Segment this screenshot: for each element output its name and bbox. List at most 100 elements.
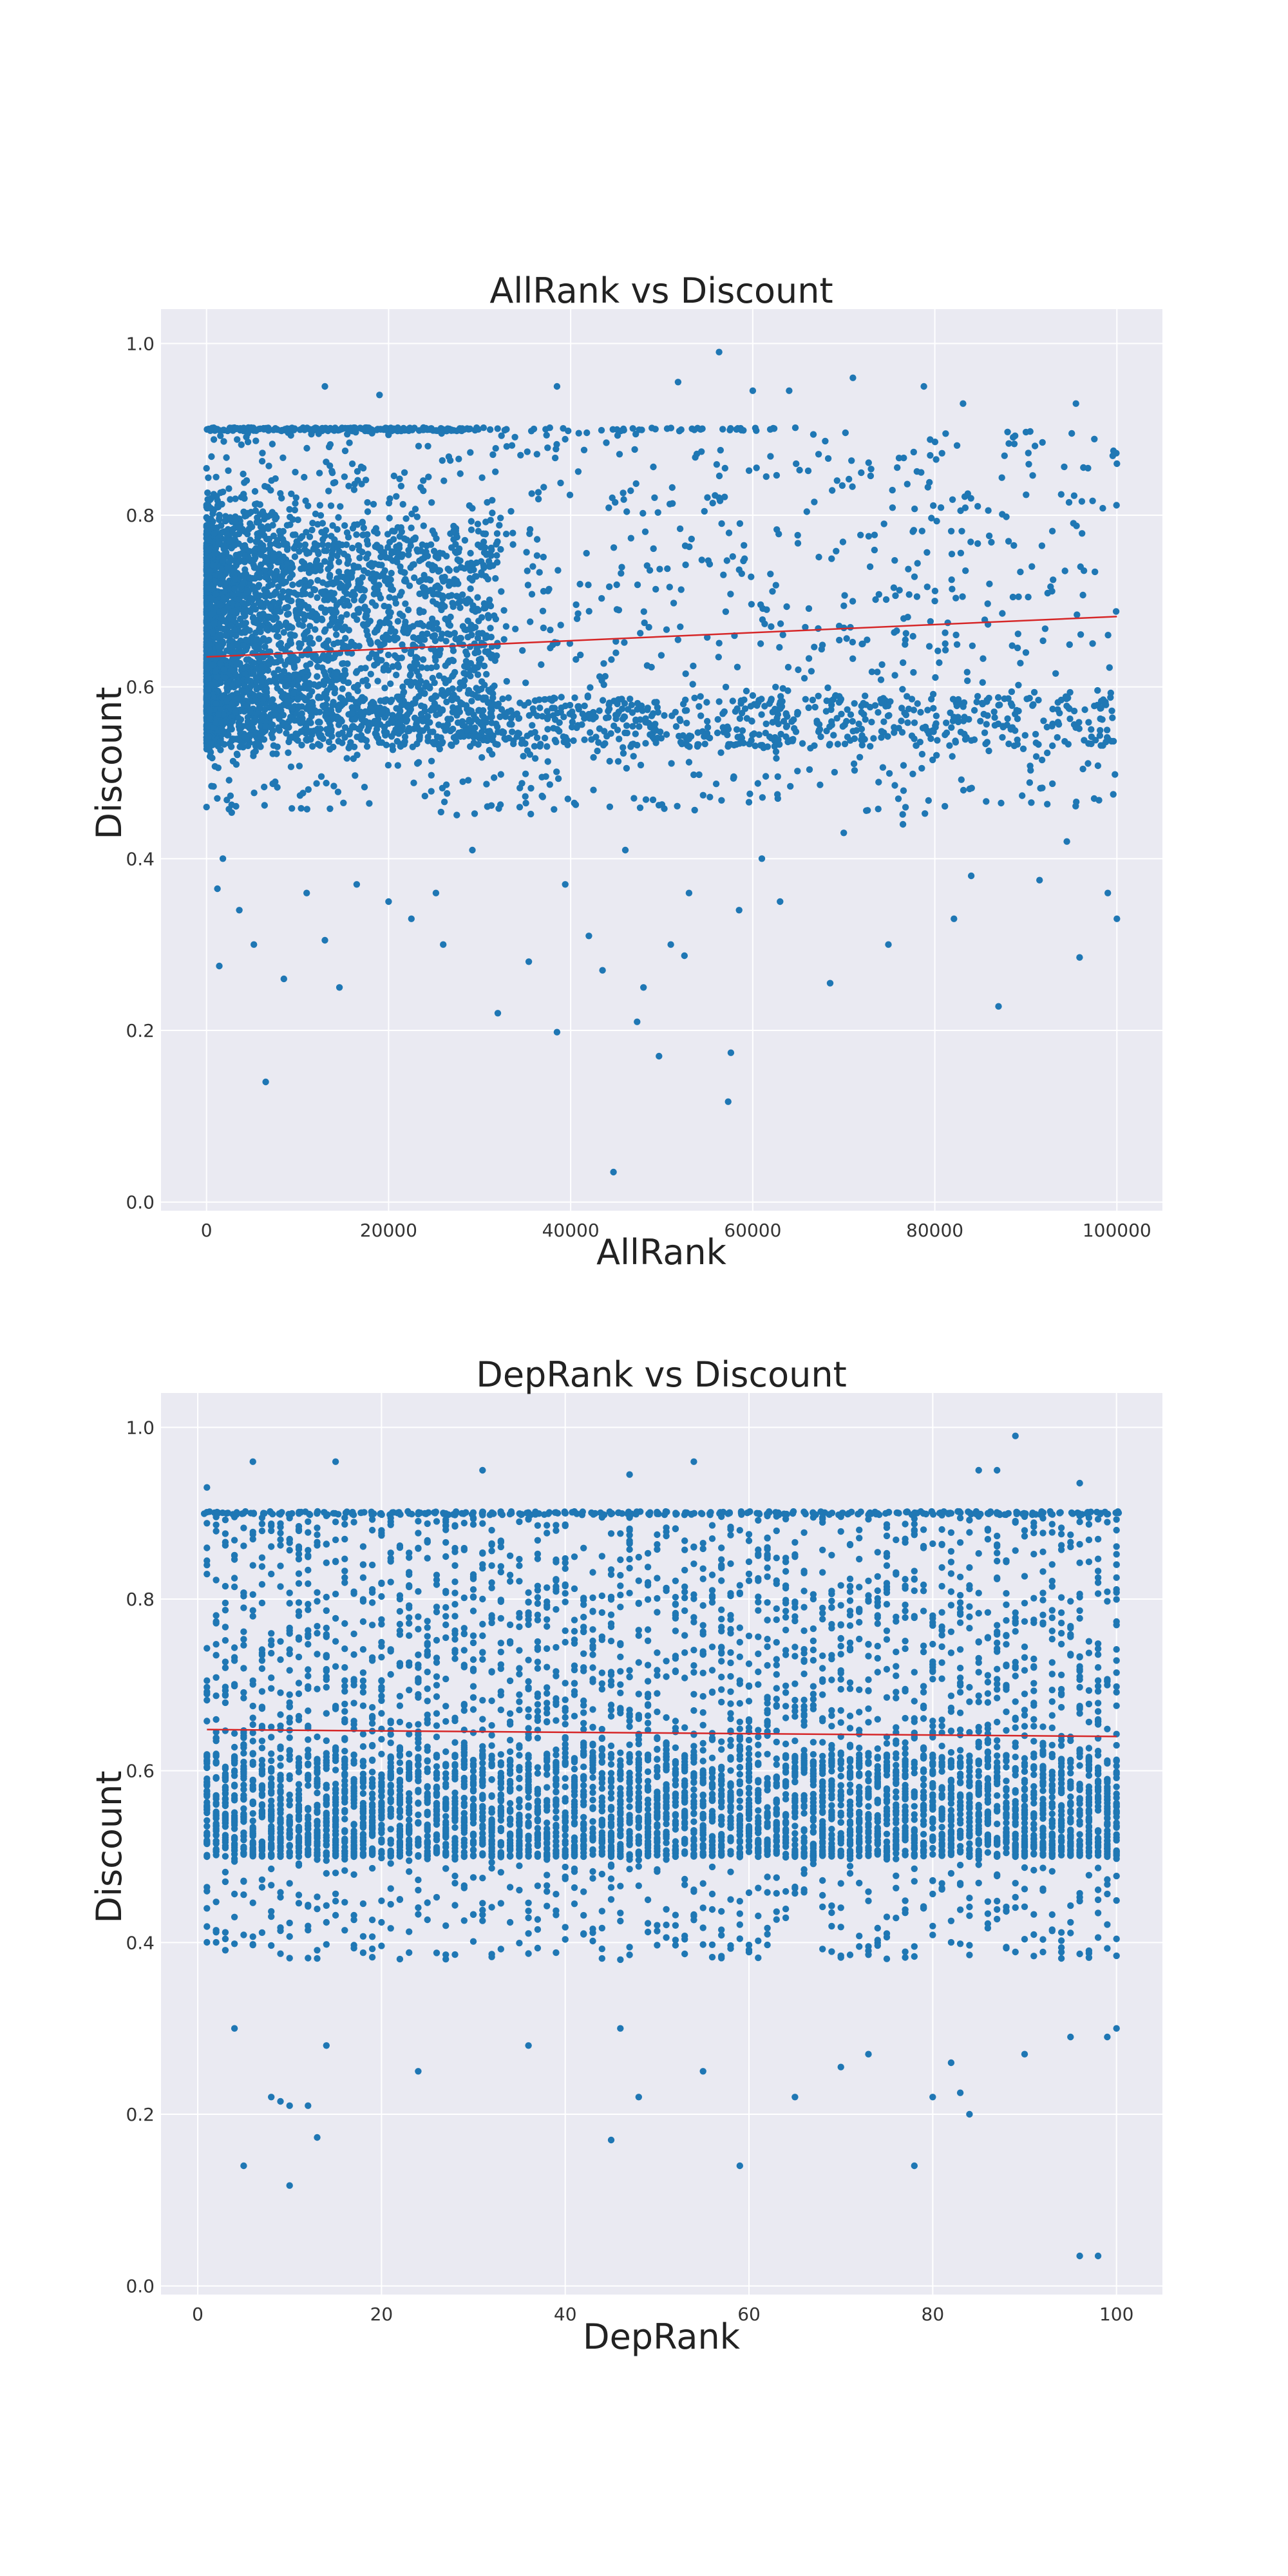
- data-point: [1001, 452, 1009, 459]
- data-point: [259, 450, 266, 457]
- data-point: [918, 750, 926, 758]
- gridlines: [161, 309, 1162, 1211]
- data-point: [275, 633, 282, 640]
- data-point: [498, 706, 506, 713]
- data-point: [393, 544, 401, 551]
- data-point: [590, 753, 597, 761]
- data-point: [399, 500, 406, 508]
- data-point: [477, 544, 484, 551]
- data-point: [214, 497, 221, 504]
- data-point: [1077, 563, 1084, 571]
- data-point: [900, 787, 907, 794]
- data-point: [352, 429, 359, 436]
- data-point: [1048, 527, 1056, 535]
- data-point: [313, 612, 321, 619]
- data-point: [642, 796, 650, 803]
- data-point: [262, 1078, 269, 1086]
- data-point: [494, 425, 501, 432]
- data-point: [865, 533, 873, 540]
- data-point: [815, 553, 822, 561]
- data-point: [455, 426, 462, 434]
- data-point: [447, 715, 455, 723]
- data-point: [440, 941, 447, 948]
- data-point: [1088, 733, 1095, 741]
- data-point: [413, 668, 421, 676]
- data-point: [905, 565, 912, 573]
- data-point: [533, 552, 541, 559]
- data-point: [558, 694, 565, 701]
- data-point: [544, 708, 551, 715]
- data-point: [703, 699, 710, 706]
- data-point: [762, 730, 770, 737]
- data-point: [871, 702, 879, 709]
- data-point: [902, 804, 909, 811]
- data-point: [694, 729, 701, 736]
- data-point: [667, 424, 675, 431]
- data-point: [656, 1052, 663, 1060]
- data-point: [413, 760, 421, 767]
- data-point: [493, 530, 501, 537]
- data-point: [374, 677, 381, 685]
- data-point: [220, 625, 227, 633]
- data-point: [787, 782, 794, 790]
- data-point: [641, 528, 649, 535]
- data-point: [743, 715, 751, 722]
- data-point: [636, 804, 644, 811]
- data-point: [448, 544, 455, 551]
- data-point: [220, 728, 227, 735]
- data-point: [590, 786, 597, 793]
- data-point: [272, 710, 279, 717]
- data-point: [223, 684, 231, 692]
- data-point: [228, 737, 236, 744]
- data-point: [573, 601, 580, 609]
- data-point: [390, 536, 397, 543]
- data-point: [947, 527, 955, 535]
- data-point: [321, 383, 328, 390]
- data-point: [360, 567, 368, 574]
- x-tick-label: 0: [201, 1220, 213, 1241]
- data-point: [929, 690, 937, 698]
- data-point: [272, 608, 280, 615]
- data-point: [971, 706, 978, 714]
- data-point: [508, 721, 515, 728]
- data-point: [464, 664, 471, 671]
- data-point: [309, 743, 316, 750]
- data-point: [794, 531, 801, 539]
- data-point: [949, 585, 956, 592]
- data-point: [475, 733, 482, 740]
- data-point: [896, 587, 903, 594]
- data-point: [538, 792, 545, 800]
- data-point: [387, 628, 394, 635]
- data-point: [793, 460, 800, 468]
- data-point: [451, 630, 459, 637]
- data-point: [938, 450, 945, 457]
- data-point: [206, 706, 213, 714]
- data-point: [341, 724, 349, 732]
- data-point: [1077, 631, 1084, 638]
- data-point: [410, 779, 417, 786]
- data-point: [232, 531, 240, 538]
- data-point: [933, 712, 940, 719]
- data-point: [704, 717, 711, 725]
- data-point: [272, 426, 279, 433]
- data-point: [374, 529, 381, 537]
- data-point: [390, 472, 397, 480]
- data-point: [848, 457, 855, 464]
- data-point: [930, 728, 937, 735]
- data-point: [317, 512, 325, 519]
- data-point: [600, 681, 607, 688]
- data-point: [457, 557, 464, 564]
- data-point: [878, 699, 885, 707]
- data-point: [1028, 563, 1036, 570]
- data-point: [937, 504, 945, 511]
- data-point: [204, 632, 211, 639]
- data-point: [274, 685, 281, 692]
- data-point: [408, 524, 415, 531]
- data-point: [1091, 435, 1098, 442]
- data-point: [484, 803, 491, 810]
- data-point: [948, 576, 955, 583]
- data-point: [544, 726, 551, 733]
- data-point: [526, 526, 534, 533]
- data-point: [401, 734, 409, 741]
- data-point: [229, 718, 236, 725]
